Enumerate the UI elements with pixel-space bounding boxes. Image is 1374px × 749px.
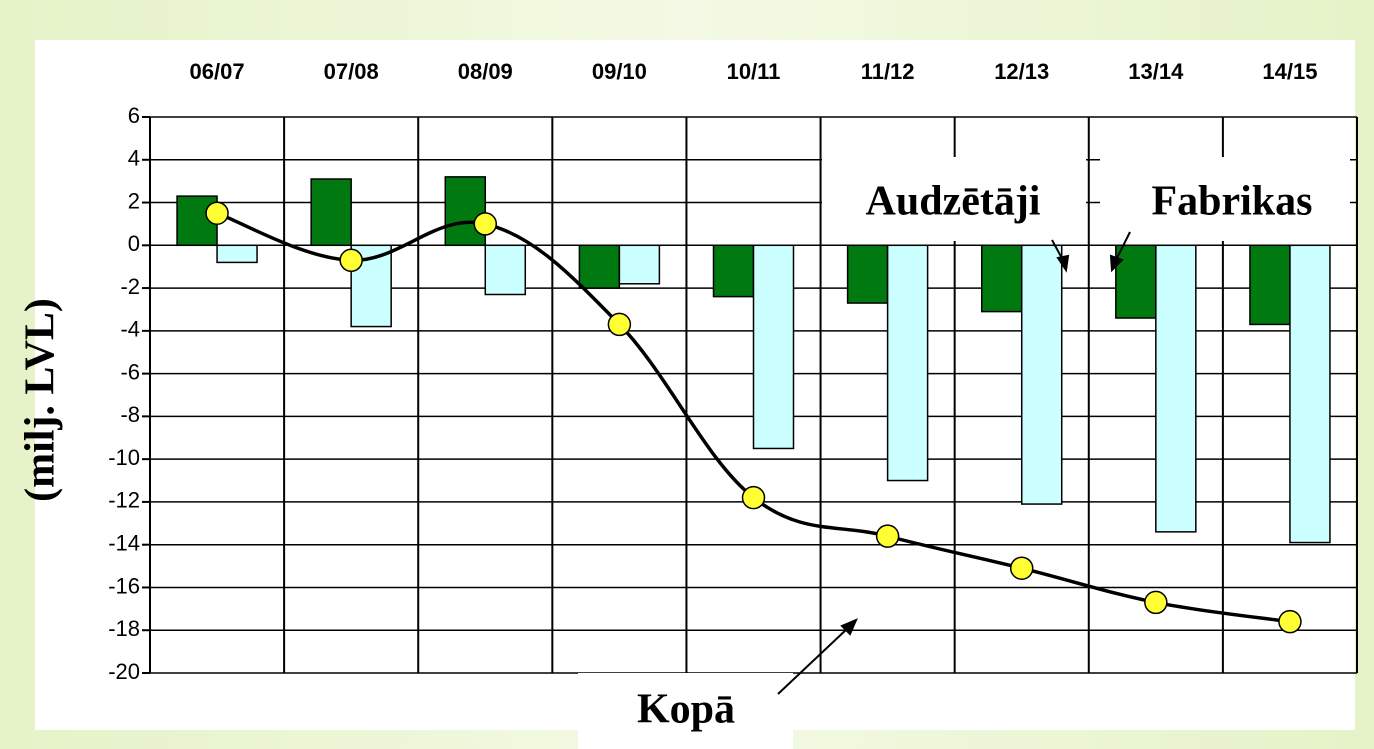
line-marker (205, 201, 229, 225)
line-marker (473, 212, 498, 236)
arrow (1115, 231, 1131, 261)
line-marker (741, 485, 766, 510)
bar (216, 244, 258, 264)
bar (1289, 244, 1331, 544)
y-axis-label: (milj. LVL) (18, 298, 64, 502)
y-tick-label: -14 (108, 531, 140, 556)
y-tick-label: -12 (108, 488, 140, 513)
bar (980, 244, 1023, 313)
marks (176, 176, 1331, 634)
annotation: Audzētāji (866, 179, 1041, 225)
x-tick-label: 08/09 (458, 59, 513, 84)
bar (444, 176, 487, 247)
arrows (777, 231, 1131, 695)
bar (578, 244, 621, 289)
y-tick-label: -18 (108, 616, 140, 641)
arrow-head (1056, 254, 1070, 273)
annotation: Kopā (637, 687, 735, 733)
line (216, 211, 1291, 624)
x-tick-label: 10/11 (727, 59, 781, 84)
x-tick-label: 14/15 (1262, 59, 1317, 84)
label-box (1100, 157, 1350, 241)
label-box (578, 673, 793, 749)
bar (752, 244, 795, 450)
line-marker (339, 248, 363, 273)
y-tick-label: -6 (120, 359, 140, 384)
y-tick-label: -2 (120, 274, 140, 299)
x-tick-label: 11/12 (861, 59, 915, 84)
bar (886, 244, 929, 482)
arrow (777, 627, 849, 695)
y-tick-label: 2 (128, 188, 140, 213)
arrow-head (840, 618, 858, 636)
y-tick-label: -10 (108, 445, 140, 470)
x-tick-label: 07/08 (324, 59, 379, 84)
annotation: Fabrikas (1151, 179, 1312, 225)
y-tick-label: -20 (108, 659, 140, 684)
y-tick-label: 6 (128, 103, 140, 128)
arrow-head (1109, 254, 1124, 273)
line-marker (1009, 556, 1034, 580)
bar (1249, 244, 1291, 326)
line-marker (607, 312, 632, 337)
x-tick-label: 13/14 (1128, 59, 1184, 84)
bar (1155, 244, 1197, 533)
y-tick-label: -4 (120, 317, 140, 342)
bar (618, 244, 661, 285)
bar (1115, 244, 1157, 319)
y-tick-label: -8 (120, 402, 140, 427)
y-tick-label: -16 (108, 573, 140, 598)
bar (1020, 244, 1063, 505)
x-tick-label: 09/10 (592, 59, 647, 84)
line-marker (1278, 609, 1302, 634)
bar (712, 244, 755, 298)
y-tick-label: 4 (128, 146, 140, 171)
bar (310, 178, 352, 247)
bar (484, 244, 527, 296)
plot-panel (35, 40, 1355, 730)
line-marker (875, 524, 900, 548)
bar (846, 244, 889, 304)
label-box (822, 157, 1086, 241)
y-tick-label: 0 (128, 231, 140, 256)
x-tick-label: 06/07 (190, 59, 245, 84)
line-marker (1144, 590, 1168, 615)
x-tick-label: 12/13 (994, 59, 1049, 84)
